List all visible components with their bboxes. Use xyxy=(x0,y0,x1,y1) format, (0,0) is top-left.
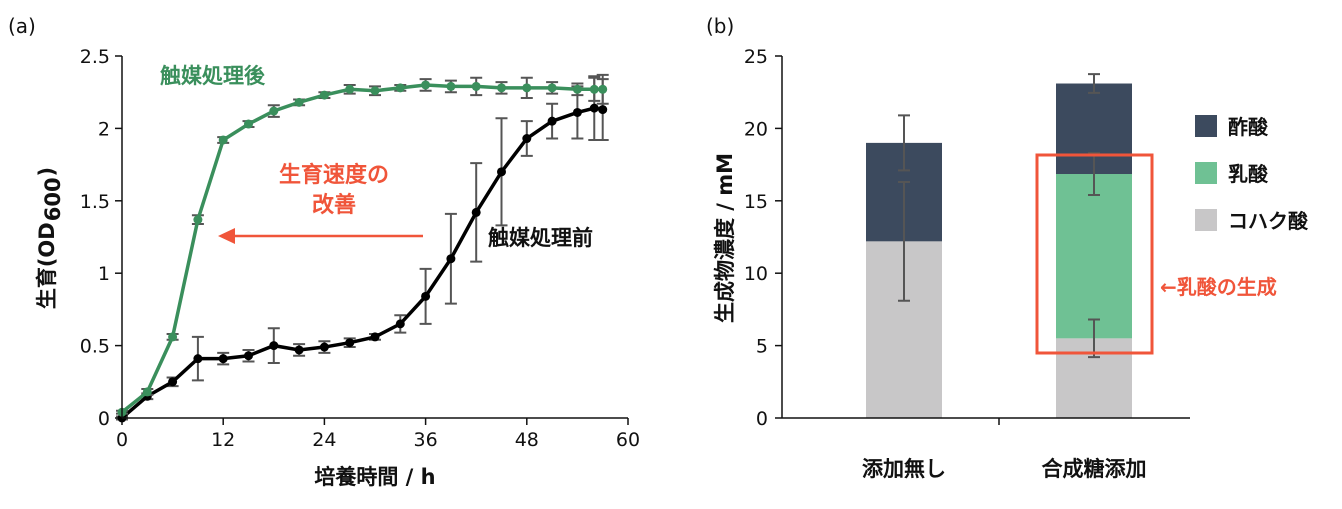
y-tick-label: 0 xyxy=(98,408,110,430)
data-point xyxy=(319,90,329,100)
data-point xyxy=(294,345,304,355)
data-point xyxy=(589,103,599,113)
data-point xyxy=(168,332,178,342)
x-category-label: 合成糖添加 xyxy=(1042,457,1147,481)
product-chart: 0 5 10 15 20 25 添加無し 合成糖添加 xyxy=(744,46,1147,481)
error-bar xyxy=(1088,318,1100,359)
data-point xyxy=(193,215,203,225)
y-tick-label: 5 xyxy=(756,336,768,358)
data-point xyxy=(598,84,608,94)
series-line xyxy=(120,106,603,420)
data-point xyxy=(218,354,228,364)
legend-label: 酢酸 xyxy=(1228,115,1269,139)
annotation-lactate: ←乳酸の生成 xyxy=(1160,275,1277,299)
panel-b-label: (b) xyxy=(706,14,734,38)
y-tick-label: 2 xyxy=(98,118,110,140)
data-point xyxy=(395,83,405,93)
data-point xyxy=(345,338,355,348)
data-point xyxy=(522,134,532,144)
data-point xyxy=(168,377,178,387)
data-point xyxy=(446,254,456,264)
error-bar xyxy=(898,114,910,172)
x-category-label: 添加無し xyxy=(862,457,946,481)
data-point xyxy=(370,86,380,96)
legend-label: 乳酸 xyxy=(1228,162,1269,186)
series-label-after: 触媒処理後 xyxy=(160,64,266,88)
data-point xyxy=(244,119,253,129)
data-point xyxy=(497,167,506,177)
y-tick-label: 20 xyxy=(744,118,768,140)
data-point xyxy=(446,81,456,91)
data-point xyxy=(572,84,582,94)
y-label-end: ) xyxy=(35,167,59,177)
data-point xyxy=(345,84,355,94)
error-bar xyxy=(1088,152,1100,197)
error-bar xyxy=(898,180,910,302)
series-after xyxy=(116,73,609,417)
error-bar xyxy=(1088,73,1100,94)
data-point xyxy=(269,106,279,116)
series-before xyxy=(116,75,609,423)
y-tick-label: 10 xyxy=(744,263,768,285)
growth-chart: 0 12 24 36 48 60 0 0.5 1 1.5 2 2.5 xyxy=(80,46,640,451)
x-tick-label: 12 xyxy=(211,429,235,451)
x-tick-label: 60 xyxy=(616,429,640,451)
x-tick-label: 36 xyxy=(414,429,438,451)
y-tick-label: 25 xyxy=(744,46,768,68)
data-point xyxy=(547,116,557,126)
data-point xyxy=(471,81,481,91)
panel-a-label: (a) xyxy=(8,14,36,38)
lactate-highlight-box xyxy=(1035,153,1154,355)
x-tick-label: 24 xyxy=(312,429,336,451)
legend-swatch xyxy=(1195,115,1217,137)
y-tick-label: 15 xyxy=(744,191,768,213)
y-label-sub: 600 xyxy=(41,177,65,221)
legend-label: コハク酸 xyxy=(1228,209,1309,233)
x-tick-label: 0 xyxy=(116,429,128,451)
data-point xyxy=(244,351,253,361)
data-point xyxy=(471,207,481,217)
y-axis-label-a: 生育(OD 600 ) xyxy=(35,167,65,309)
legend-swatch xyxy=(1195,162,1217,184)
data-point xyxy=(142,387,152,397)
y-tick-label: 0 xyxy=(756,408,768,430)
data-point xyxy=(319,342,329,352)
x-axis-label-a: 培養時間 / h xyxy=(314,465,435,489)
data-point xyxy=(294,97,304,107)
annotation-improvement-2: 改善 xyxy=(312,192,356,218)
data-point xyxy=(421,291,431,301)
y-tick-label: 1.5 xyxy=(80,191,110,213)
bar-segment xyxy=(1056,174,1132,339)
data-point xyxy=(522,83,532,93)
improvement-arrow xyxy=(218,228,423,244)
data-point xyxy=(497,83,506,93)
data-point xyxy=(589,84,599,94)
y-tick-label: 2.5 xyxy=(80,46,110,68)
data-point xyxy=(421,80,431,90)
data-point xyxy=(370,332,380,342)
data-point xyxy=(218,135,228,145)
data-point xyxy=(269,341,279,351)
y-label-main: 生育(OD xyxy=(35,222,59,309)
legend-swatch xyxy=(1195,209,1217,231)
y-tick-label: 0.5 xyxy=(80,336,110,358)
series-label-before: 触媒処理前 xyxy=(488,226,593,250)
data-point xyxy=(598,105,608,115)
data-point xyxy=(395,319,405,329)
data-point xyxy=(547,83,557,93)
data-point xyxy=(572,107,582,117)
y-tick-label: 1 xyxy=(98,263,110,285)
x-tick-label: 48 xyxy=(515,429,539,451)
annotation-improvement-1: 生育速度の xyxy=(279,162,389,188)
data-point xyxy=(193,354,203,364)
y-axis-label-b: 生成物濃度 / mM xyxy=(713,153,737,323)
